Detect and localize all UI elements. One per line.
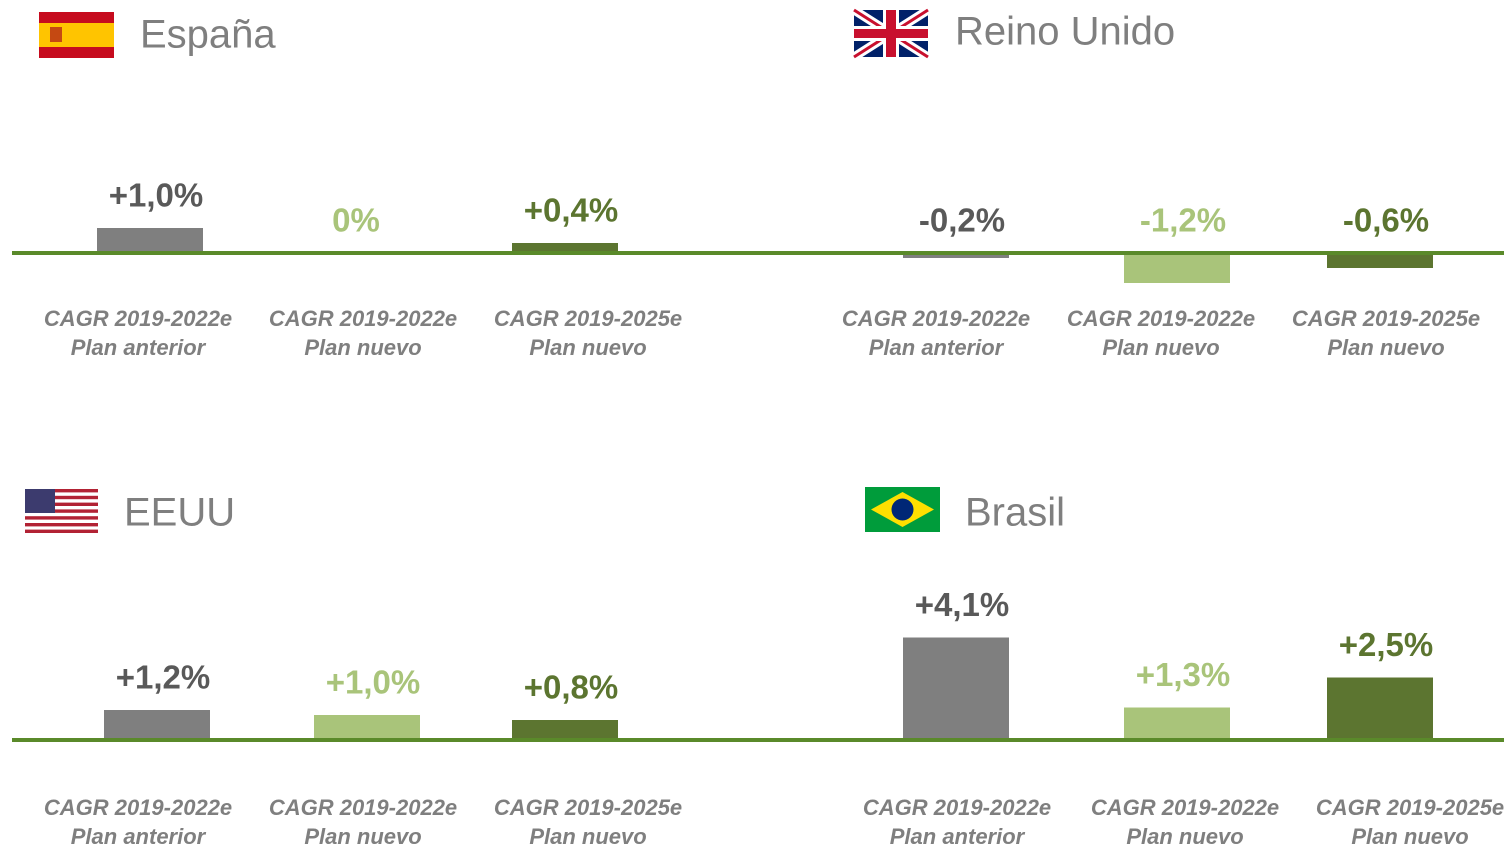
category-label: CAGR 2019-2022e — [863, 795, 1051, 820]
category-label: CAGR 2019-2022e — [269, 795, 457, 820]
bar — [512, 243, 618, 253]
category-label: Plan nuevo — [529, 335, 646, 360]
bar — [903, 637, 1009, 740]
category-label: Plan anterior — [890, 824, 1026, 848]
category-label: Plan nuevo — [1327, 335, 1444, 360]
category-label: CAGR 2019-2025e — [1292, 306, 1480, 331]
category-label: Plan nuevo — [304, 824, 421, 848]
value-label: -0,6% — [1343, 202, 1429, 239]
flag-spain — [39, 12, 114, 58]
bar — [314, 715, 420, 740]
category-label: Plan nuevo — [1351, 824, 1468, 848]
bar — [1124, 253, 1230, 283]
category-label: CAGR 2019-2022e — [44, 795, 232, 820]
chart-title: España — [140, 13, 276, 57]
category-label: Plan nuevo — [1126, 824, 1243, 848]
category-label: CAGR 2019-2025e — [1316, 795, 1504, 820]
chart-title: Reino Unido — [955, 10, 1175, 54]
chart-title: Brasil — [965, 491, 1065, 535]
bar — [903, 253, 1009, 258]
value-label: +1,3% — [1136, 656, 1231, 693]
value-label: -1,2% — [1140, 202, 1226, 239]
category-label: CAGR 2019-2022e — [1091, 795, 1279, 820]
flag-usa — [25, 489, 98, 533]
flag-uk — [851, 6, 931, 61]
bar — [1327, 677, 1433, 740]
category-label: CAGR 2019-2025e — [494, 306, 682, 331]
value-label: +2,5% — [1339, 626, 1434, 663]
value-label: +1,2% — [116, 659, 211, 696]
category-label: CAGR 2019-2022e — [44, 306, 232, 331]
category-label: CAGR 2019-2022e — [1067, 306, 1255, 331]
value-label: 0% — [332, 202, 380, 239]
category-label: Plan anterior — [71, 824, 207, 848]
bar — [1327, 253, 1433, 268]
category-label: CAGR 2019-2022e — [269, 306, 457, 331]
category-label: Plan nuevo — [1102, 335, 1219, 360]
bar — [104, 710, 210, 740]
category-label: CAGR 2019-2022e — [842, 306, 1030, 331]
value-label: -0,2% — [919, 202, 1005, 239]
chart-title: EEUU — [124, 491, 235, 535]
bar — [97, 228, 203, 253]
value-label: +0,8% — [524, 669, 619, 706]
category-label: Plan anterior — [71, 335, 207, 360]
bar — [512, 720, 618, 740]
category-label: Plan nuevo — [529, 824, 646, 848]
value-label: +1,0% — [326, 664, 421, 701]
value-label: +0,4% — [524, 192, 619, 229]
value-label: +1,0% — [109, 177, 204, 214]
flag-brazil — [865, 487, 940, 532]
category-label: Plan anterior — [869, 335, 1005, 360]
bar — [1124, 707, 1230, 740]
value-label: +4,1% — [915, 586, 1010, 623]
category-label: Plan nuevo — [304, 335, 421, 360]
category-label: CAGR 2019-2025e — [494, 795, 682, 820]
